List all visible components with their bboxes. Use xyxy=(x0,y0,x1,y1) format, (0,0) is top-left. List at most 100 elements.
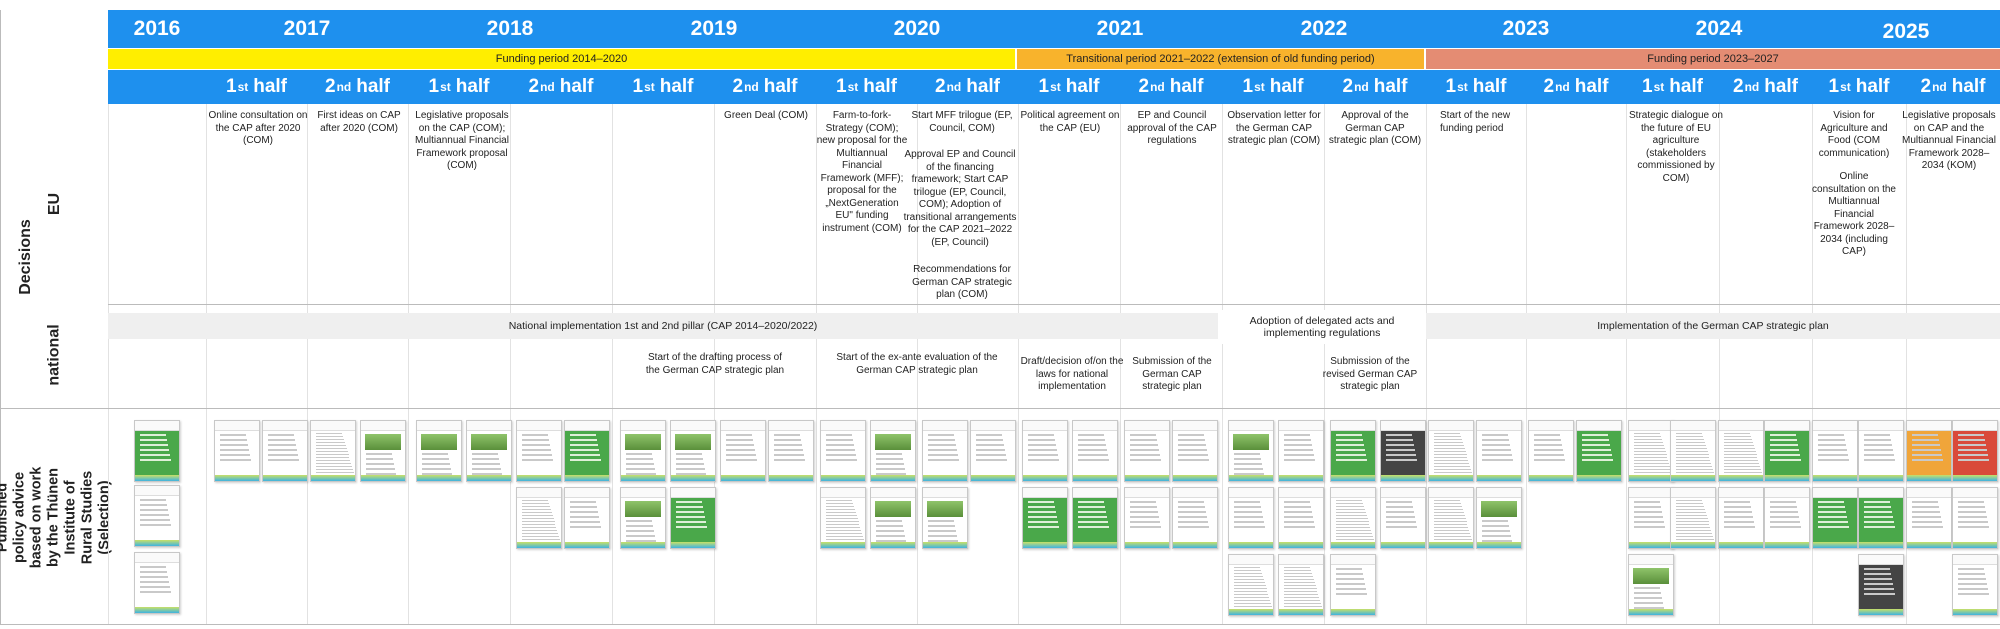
publication-thumbnail[interactable] xyxy=(466,420,512,482)
column-separator xyxy=(714,104,715,624)
publication-thumbnail[interactable] xyxy=(1628,420,1674,482)
publication-thumbnail[interactable] xyxy=(1330,487,1376,549)
publication-thumbnail[interactable] xyxy=(1428,487,1474,549)
national-label: national xyxy=(46,324,63,386)
publication-thumbnail[interactable] xyxy=(1952,554,1998,616)
publication-thumbnail[interactable] xyxy=(922,487,968,549)
publication-thumbnail[interactable] xyxy=(1124,487,1170,549)
publication-thumbnail[interactable] xyxy=(1072,487,1118,549)
publication-thumbnail[interactable] xyxy=(134,552,180,614)
eu-event-2021-h1: Political agreement on the CAP (EU) xyxy=(1020,110,1120,134)
publication-thumbnail[interactable] xyxy=(134,420,180,482)
publication-thumbnail[interactable] xyxy=(214,420,260,482)
publication-thumbnail[interactable] xyxy=(1952,487,1998,549)
publication-thumbnail[interactable] xyxy=(1906,420,1952,482)
publication-thumbnail[interactable] xyxy=(620,487,666,549)
eu-event-2018-h1: Legislative proposals on the CAP (COM); … xyxy=(415,110,509,171)
publication-thumbnail[interactable] xyxy=(1278,554,1324,616)
publication-thumbnail[interactable] xyxy=(416,420,462,482)
publication-thumbnail[interactable] xyxy=(1380,487,1426,549)
column-separator xyxy=(1324,104,1325,624)
publication-thumbnail[interactable] xyxy=(1670,420,1716,482)
publication-thumbnail[interactable] xyxy=(564,420,610,482)
publication-thumbnail[interactable] xyxy=(720,420,766,482)
publication-thumbnail[interactable] xyxy=(1576,420,1622,482)
publication-thumbnail[interactable] xyxy=(1858,554,1904,616)
publication-thumbnail[interactable] xyxy=(1812,420,1858,482)
eu-event-2017-h2: First ideas on CAP after 2020 (COM) xyxy=(317,110,401,134)
publication-thumbnail[interactable] xyxy=(1172,420,1218,482)
eu-event-2025-h1-consultation: Online consultation on the Multiannual F… xyxy=(1812,171,1896,257)
eu-event-2020-h2-trilogue: Approval EP and Council of the financing… xyxy=(903,149,1017,248)
column-separator xyxy=(1222,104,1223,624)
publication-thumbnail[interactable] xyxy=(1380,420,1426,482)
national-event-2021-h1: Draft/decision of/on the laws for nation… xyxy=(1020,356,1124,392)
publication-thumbnail[interactable] xyxy=(1330,554,1376,616)
publication-thumbnail[interactable] xyxy=(768,420,814,482)
publication-thumbnail[interactable] xyxy=(1072,420,1118,482)
publication-thumbnail[interactable] xyxy=(134,485,180,547)
publication-thumbnail[interactable] xyxy=(1228,420,1274,482)
publication-thumbnail[interactable] xyxy=(820,487,866,549)
publication-thumbnail[interactable] xyxy=(1812,487,1858,549)
column-separator xyxy=(108,104,109,624)
eu-event-2020-h2-mff: Start MFF trilogue (EP, Council, COM) xyxy=(911,110,1013,134)
column-separator xyxy=(1526,104,1527,624)
publication-thumbnail[interactable] xyxy=(870,420,916,482)
publication-thumbnail[interactable] xyxy=(1330,420,1376,482)
publication-thumbnail[interactable] xyxy=(1764,420,1810,482)
eu-national-separator xyxy=(108,304,2000,305)
publication-thumbnail[interactable] xyxy=(516,420,562,482)
publication-thumbnail[interactable] xyxy=(1228,487,1274,549)
publication-thumbnail[interactable] xyxy=(360,420,406,482)
publication-thumbnail[interactable] xyxy=(1124,420,1170,482)
publication-thumbnail[interactable] xyxy=(1528,420,1574,482)
publication-thumbnail[interactable] xyxy=(1718,487,1764,549)
publication-thumbnail[interactable] xyxy=(970,420,1016,482)
publication-thumbnail[interactable] xyxy=(670,487,716,549)
publication-thumbnail[interactable] xyxy=(620,420,666,482)
publication-thumbnail[interactable] xyxy=(1278,487,1324,549)
publication-thumbnail[interactable] xyxy=(564,487,610,549)
publication-thumbnail[interactable] xyxy=(1476,487,1522,549)
publication-thumbnail[interactable] xyxy=(1858,487,1904,549)
publication-thumbnail[interactable] xyxy=(1278,420,1324,482)
publication-thumbnail[interactable] xyxy=(1858,420,1904,482)
publication-thumbnail[interactable] xyxy=(1172,487,1218,549)
publication-thumbnail[interactable] xyxy=(1628,487,1674,549)
publication-thumbnail[interactable] xyxy=(870,487,916,549)
national-event-2022-h2: Submission of the revised German CAP str… xyxy=(1322,356,1418,392)
publication-thumbnail[interactable] xyxy=(262,420,308,482)
publication-thumbnail[interactable] xyxy=(1764,487,1810,549)
publication-thumbnail[interactable] xyxy=(670,420,716,482)
publication-thumbnail[interactable] xyxy=(1428,420,1474,482)
publication-thumbnail[interactable] xyxy=(1628,554,1674,616)
column-separator xyxy=(1906,104,1907,624)
column-separator xyxy=(917,104,918,624)
left-frame-line xyxy=(0,10,1,624)
publication-thumbnail[interactable] xyxy=(1718,420,1764,482)
publication-thumbnail[interactable] xyxy=(1952,420,1998,482)
eu-event-2025-h1-vision: Vision for Agriculture and Food (COM com… xyxy=(1818,110,1890,159)
eu-event-2017-h1: Online consultation on the CAP after 202… xyxy=(208,110,308,146)
published-label: Published policy advice based on work by… xyxy=(0,466,113,568)
publication-thumbnail[interactable] xyxy=(1906,487,1952,549)
publication-thumbnail[interactable] xyxy=(516,487,562,549)
publication-thumbnail[interactable] xyxy=(1228,554,1274,616)
publication-thumbnail[interactable] xyxy=(310,420,356,482)
column-separator xyxy=(1626,104,1627,624)
publication-thumbnail[interactable] xyxy=(1022,420,1068,482)
publication-thumbnail[interactable] xyxy=(1476,420,1522,482)
publication-thumbnail[interactable] xyxy=(1022,487,1068,549)
publication-thumbnail[interactable] xyxy=(922,420,968,482)
publication-thumbnail[interactable] xyxy=(820,420,866,482)
publication-thumbnail[interactable] xyxy=(1670,487,1716,549)
year-header-bar xyxy=(108,10,2000,48)
